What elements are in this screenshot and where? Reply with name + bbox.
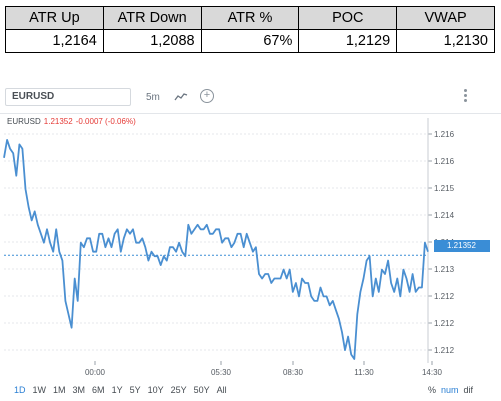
stats-header-row: ATR Up ATR Down ATR % POC VWAP bbox=[5, 6, 495, 30]
stats-header-poc: POC bbox=[298, 6, 398, 30]
stats-header-atr-up: ATR Up bbox=[5, 6, 104, 30]
y-tick-label: 1.216 bbox=[434, 157, 455, 166]
x-tick-label: 14:30 bbox=[422, 368, 443, 377]
price-series-line bbox=[3, 138, 429, 360]
range-option-5y[interactable]: 5Y bbox=[129, 385, 141, 395]
range-option-25y[interactable]: 25Y bbox=[170, 385, 187, 395]
scale-option-num[interactable]: num bbox=[441, 385, 459, 395]
y-tick-label: 1.213 bbox=[434, 265, 455, 274]
range-option-6m[interactable]: 6M bbox=[92, 385, 105, 395]
legend-price: 1.21352 bbox=[43, 117, 73, 126]
x-tick-label: 11:30 bbox=[354, 368, 374, 377]
y-tick-label: 1.216 bbox=[434, 130, 455, 139]
range-option-1w[interactable]: 1W bbox=[32, 385, 47, 395]
x-tick-label: 00:00 bbox=[85, 368, 106, 377]
y-tick-label: 1.214 bbox=[434, 211, 455, 220]
range-option-1y[interactable]: 1Y bbox=[111, 385, 123, 395]
price-chart[interactable]: 1.2161.2161.2151.2141.2141.2131.2121.212… bbox=[0, 114, 501, 384]
stats-value-atr-up: 1,2164 bbox=[5, 29, 104, 53]
legend-change: -0.0007 (-0.06%) bbox=[75, 117, 136, 126]
y-tick-label: 1.212 bbox=[434, 346, 455, 355]
chart-toolbar: EURUSD 5m + bbox=[0, 83, 501, 113]
stats-value-row: 1,2164 1,2088 67% 1,2129 1,2130 bbox=[5, 29, 495, 53]
stats-header-vwap: VWAP bbox=[396, 6, 495, 30]
stats-value-poc: 1,2129 bbox=[298, 29, 398, 53]
stats-value-vwap: 1,2130 bbox=[396, 29, 495, 53]
scale-option-dif[interactable]: dif bbox=[463, 385, 474, 395]
stats-value-atr-pct: 67% bbox=[200, 29, 300, 53]
y-tick-label: 1.212 bbox=[434, 292, 455, 301]
legend-symbol: EURUSD bbox=[7, 117, 41, 126]
x-tick-label: 05:30 bbox=[211, 368, 232, 377]
last-price-tag: 1.21352 bbox=[434, 240, 490, 252]
range-selector: 1D 1W 1M 3M 6M 1Y 5Y 10Y 25Y 50Y All bbox=[14, 385, 234, 395]
symbol-input[interactable]: EURUSD bbox=[5, 88, 131, 106]
stats-value-atr-down: 1,2088 bbox=[102, 29, 202, 53]
range-option-3m[interactable]: 3M bbox=[72, 385, 86, 395]
stats-header-atr-pct: ATR % bbox=[200, 6, 300, 30]
toolbar-divider bbox=[0, 113, 501, 114]
plus-circle-icon[interactable]: + bbox=[200, 89, 214, 103]
interval-button[interactable]: 5m bbox=[146, 92, 160, 103]
scale-selector: % num dif bbox=[423, 385, 473, 395]
vertical-dots-icon[interactable] bbox=[462, 89, 468, 107]
stats-header-atr-down: ATR Down bbox=[102, 6, 202, 30]
y-tick-label: 1.212 bbox=[434, 319, 455, 328]
range-option-1d[interactable]: 1D bbox=[14, 385, 26, 395]
x-tick-label: 08:30 bbox=[283, 368, 304, 377]
scale-option-percent[interactable]: % bbox=[428, 385, 437, 395]
range-option-50y[interactable]: 50Y bbox=[193, 385, 210, 395]
range-option-all[interactable]: All bbox=[216, 385, 227, 395]
range-option-10y[interactable]: 10Y bbox=[147, 385, 164, 395]
y-tick-label: 1.215 bbox=[434, 184, 455, 193]
stats-table: ATR Up ATR Down ATR % POC VWAP 1,2164 1,… bbox=[5, 6, 495, 53]
line-chart-icon[interactable] bbox=[174, 91, 188, 103]
chart-widget: EURUSD 5m + 1.2161.2161.2151.2141.2141.2… bbox=[0, 83, 501, 401]
chart-legend: EURUSD 1.21352 -0.0007 (-0.06%) bbox=[7, 117, 136, 126]
range-option-1m[interactable]: 1M bbox=[53, 385, 66, 395]
